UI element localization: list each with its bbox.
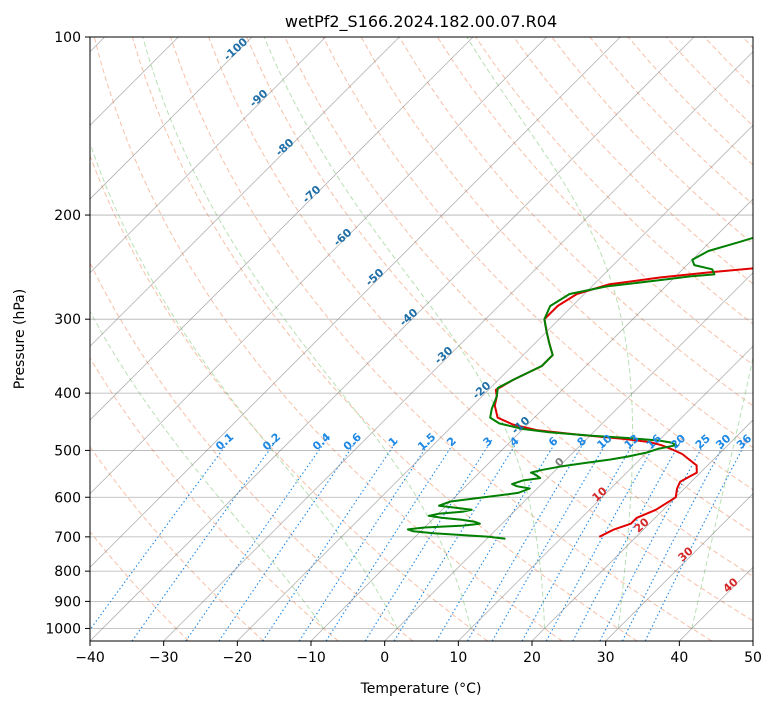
- mixing-ratio-line: [491, 439, 609, 641]
- y-tick-label: 600: [54, 490, 81, 506]
- isotherm-line: [605, 493, 753, 641]
- dry-adiabat: [90, 154, 488, 641]
- x-tick-label: 10: [449, 650, 467, 666]
- isotherm-line: [237, 124, 753, 641]
- moist-adiabat: [263, 37, 545, 629]
- x-tick-label: 50: [744, 650, 762, 666]
- isotherm-line: [531, 419, 753, 641]
- sounding-series: [406, 236, 753, 540]
- x-axis-ticks: −40 −30 −20 −10 0 10 20 30 40 50: [75, 641, 762, 666]
- moist-adiabat: [90, 310, 324, 629]
- dry-adiabat: [170, 37, 712, 641]
- dry-adiabat: [90, 530, 190, 641]
- y-tick-label: 200: [54, 208, 81, 224]
- mixing-ratio-line: [467, 439, 586, 641]
- y-tick-label: 1000: [45, 621, 81, 637]
- mixing-ratio-line: [435, 439, 558, 641]
- dry-adiabat: [93, 37, 563, 641]
- y-tick-label: 100: [54, 30, 81, 46]
- x-tick-label: −40: [75, 650, 105, 666]
- isotherm-line: [163, 51, 753, 641]
- isotherm-line: [90, 37, 695, 641]
- mixing-ratio-line: [644, 439, 748, 641]
- y-tick-label: 300: [54, 312, 81, 328]
- moist-adiabat: [691, 355, 753, 629]
- dry-adiabat: [90, 357, 339, 641]
- mixing-ratio-line: [325, 439, 457, 641]
- x-tick-label: −30: [149, 650, 179, 666]
- x-tick-label: 0: [380, 650, 389, 666]
- y-tick-label: 400: [54, 386, 81, 402]
- plot-frame: [89, 36, 754, 642]
- isotherm-line: [90, 37, 621, 568]
- mixing-ratio-line: [218, 439, 358, 641]
- series-line-1: [406, 236, 753, 540]
- mixing-ratio-line: [185, 439, 327, 641]
- x-tick-label: 30: [597, 650, 615, 666]
- x-tick-label: 40: [670, 650, 688, 666]
- isotherm-line: [90, 37, 400, 347]
- isotherm-line: [90, 37, 547, 495]
- x-tick-label: 20: [523, 650, 541, 666]
- y-tick-label: 500: [54, 443, 81, 459]
- y-axis-title: Pressure (hPa): [12, 289, 28, 389]
- dry-adiabat: [246, 37, 753, 577]
- mixing-ratio-line: [90, 439, 231, 631]
- mixing-ratio-line: [298, 439, 432, 641]
- isotherm-line: [310, 198, 753, 641]
- dry-adiabat: [90, 445, 264, 641]
- mixing-ratio-line: [262, 439, 399, 641]
- y-axis-ticks: 1000 900 800 700 600 500 400 300 200 100: [45, 30, 90, 637]
- dry-adiabat: [131, 37, 638, 641]
- x-tick-label: −10: [296, 650, 326, 666]
- mixing-ratio-line: [521, 439, 636, 641]
- moist-adiabat: [466, 37, 634, 629]
- isotherm-line: [458, 345, 753, 641]
- dry-adiabat: [360, 37, 753, 449]
- isotherm-line: [90, 37, 253, 200]
- dry-adiabat: [322, 37, 753, 491]
- mixing-ratio-line: [364, 439, 493, 641]
- moist-adiabat: [90, 141, 398, 629]
- chart-title: wetPf2_S166.2024.182.00.07.R04: [285, 12, 557, 32]
- y-tick-label: 800: [54, 564, 81, 580]
- dry-adiabat: [284, 37, 753, 534]
- x-tick-label: −20: [223, 650, 253, 666]
- moist-adiabat: [142, 37, 472, 629]
- y-tick-label: 700: [54, 530, 81, 546]
- mixing-ratio-line: [545, 439, 658, 641]
- isotherm-line: [90, 37, 326, 274]
- dry-adiabat: [513, 37, 753, 285]
- isotherm-line: [384, 272, 753, 641]
- y-tick-label: 900: [54, 594, 81, 610]
- x-axis-title: Temperature (°C): [360, 681, 482, 697]
- isotherm-line: [90, 37, 474, 421]
- dry-adiabat: [208, 37, 753, 622]
